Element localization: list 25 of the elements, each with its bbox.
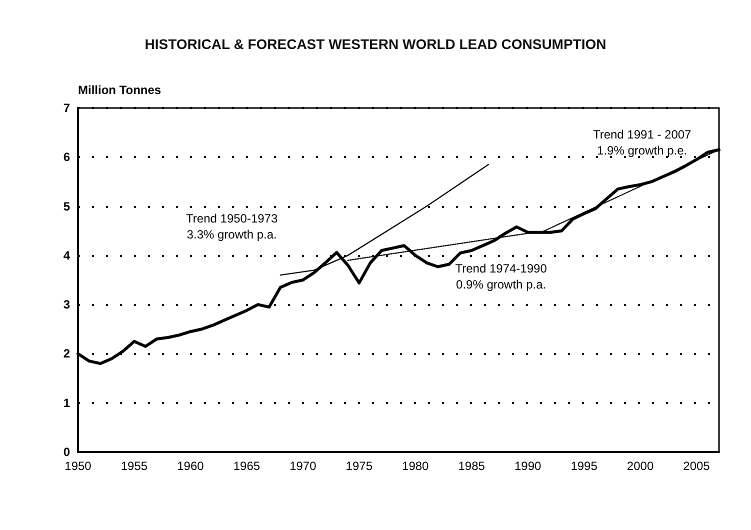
annotation: Trend 1991 - 2007 1.9% growth p.e. <box>592 127 692 158</box>
y-tick-label: 5 <box>63 199 70 214</box>
chart-title: HISTORICAL & FORECAST WESTERN WORLD LEAD CONSUMPTION <box>144 36 606 52</box>
x-tick-label: 1975 <box>346 459 373 473</box>
y-tick-label: 0 <box>63 445 70 459</box>
x-tick-label: 1980 <box>402 459 430 473</box>
x-tick-label: 1960 <box>177 459 204 473</box>
x-tick-label: 1955 <box>120 459 148 473</box>
y-axis-title: Million Tonnes <box>78 83 162 97</box>
x-tick-label: 2000 <box>626 459 654 473</box>
y-tick-label: 3 <box>63 298 70 312</box>
x-tick-label: 1965 <box>233 459 260 473</box>
x-tick-label: 1995 <box>570 459 598 473</box>
x-tick-label: 1990 <box>514 459 542 473</box>
y-tick-label: 4 <box>63 248 70 262</box>
annotation: Trend 1950-1973 3.3% growth p.a. <box>186 212 278 242</box>
x-tick-label: 2005 <box>683 459 710 473</box>
y-tick-label: 7 <box>63 101 70 115</box>
x-tick-label: 1950 <box>64 459 92 473</box>
x-tick-label: 1985 <box>458 459 486 473</box>
y-tick-label: 2 <box>63 346 70 361</box>
x-tick-label: 1970 <box>290 459 317 473</box>
annotation: Trend 1974-1990 0.9% growth p.a. <box>455 262 548 292</box>
y-tick-label: 1 <box>63 396 70 410</box>
y-tick-label: 6 <box>63 150 70 164</box>
